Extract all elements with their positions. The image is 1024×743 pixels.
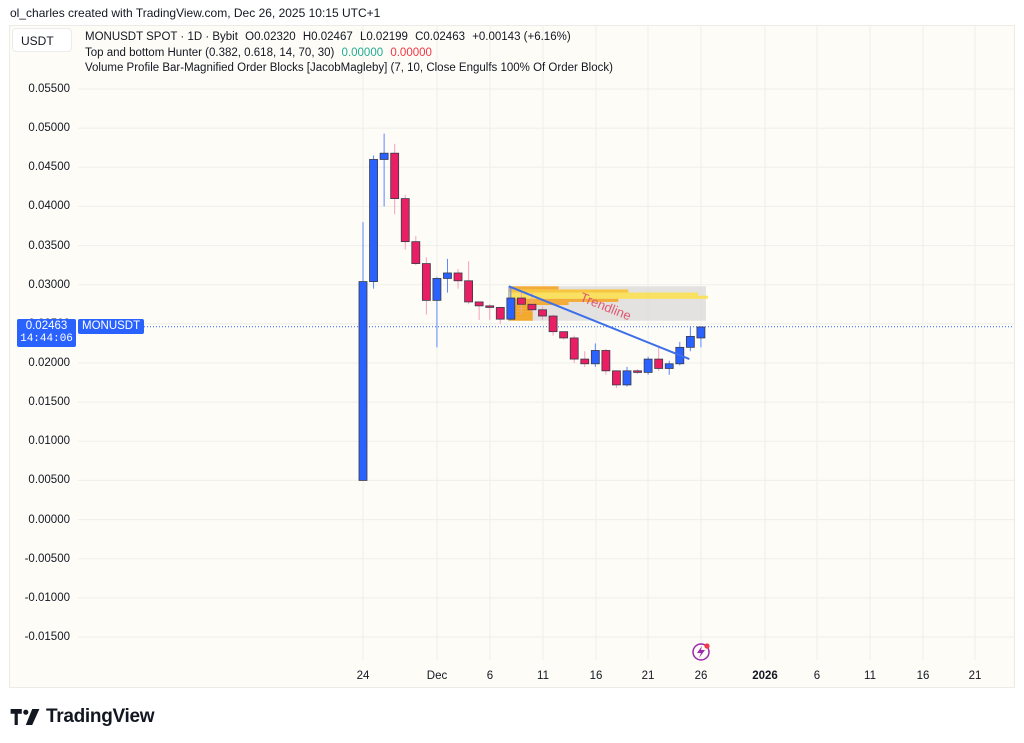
candle: [580, 358, 590, 365]
candle: [538, 309, 547, 317]
last-price-tag: 0.02463 14:44:06: [17, 319, 76, 347]
candle: [390, 152, 400, 200]
price-tick-label: 0.00000: [28, 513, 70, 526]
order-block[interactable]: [508, 286, 708, 321]
price-tick-label: 0.05500: [28, 83, 70, 95]
price-tick-label: 0.03500: [28, 239, 70, 252]
time-tick-label: 2026: [752, 670, 778, 682]
currency-pill[interactable]: USDT: [12, 28, 72, 52]
price-tick-label: 0.04000: [28, 200, 70, 213]
price-tick-label: -0.01500: [24, 631, 70, 643]
symbol-tag: MONUSDT: [78, 319, 145, 334]
time-tick-label: 6: [486, 670, 494, 682]
time-tick-label: 6: [813, 670, 821, 682]
candle: [685, 335, 695, 348]
time-tick-label: 21: [968, 670, 982, 682]
price-tick-label: 0.05000: [28, 122, 70, 135]
ohlc-low: L0.02199: [359, 31, 408, 43]
indicator-value-1: 0.00000: [341, 46, 384, 59]
candle: [559, 331, 569, 339]
candle: [421, 263, 431, 301]
candle: [601, 350, 611, 372]
price-tick-label: 0.04500: [28, 161, 70, 174]
candle: [590, 350, 600, 365]
candle: [400, 198, 410, 243]
candle: [569, 337, 579, 360]
candle: [453, 272, 463, 282]
time-tick-label: 16: [916, 670, 930, 682]
ohlc-high: H0.02467: [302, 31, 353, 43]
time-tick-label: 26: [694, 670, 708, 682]
candle: [432, 278, 442, 301]
candle: [474, 301, 484, 307]
ohlc-open: O0.02320: [245, 31, 296, 43]
indicator-name: Volume Profile Bar-Magnified Order Block…: [85, 62, 613, 74]
price-tick-label: 0.02000: [28, 357, 70, 369]
candle: [696, 326, 706, 339]
candles: [358, 133, 706, 481]
candle: [379, 152, 389, 160]
time-tick-label: 11: [864, 670, 876, 682]
candle: [612, 370, 621, 386]
indicator-name: Top and bottom Hunter (0.382, 0.618, 14,…: [85, 46, 335, 59]
symbol-info: MONUSDT SPOT · 1D · Bybit: [85, 31, 238, 43]
candle: [443, 272, 452, 279]
candle: [633, 370, 642, 373]
candle: [369, 159, 378, 282]
chart-pane[interactable]: [9, 25, 1015, 688]
candle: [506, 297, 516, 320]
ohlc-close: C0.02463: [415, 31, 465, 43]
price-tick-label: 0.03000: [28, 278, 70, 291]
time-tick-label: Dec: [426, 670, 448, 682]
time-tick-label: 16: [589, 670, 603, 682]
time-tick-label: 21: [641, 670, 655, 682]
candle: [485, 305, 495, 308]
chart-credit: ol_charles created with TradingView.com,…: [10, 6, 381, 20]
grid: [78, 26, 1014, 660]
candle: [464, 280, 474, 303]
candle: [495, 307, 505, 320]
ohlc-change: +0.00143 (+6.16%): [472, 31, 571, 43]
indicator-legend-row-1[interactable]: Top and bottom Hunter (0.382, 0.618, 14,…: [85, 46, 613, 62]
indicator-value-2: 0.00000: [390, 46, 432, 59]
chart-legend: MONUSDT SPOT · 1D · Bybit O0.02320 H0.02…: [85, 30, 613, 77]
price-tick-label: 0.01000: [28, 435, 70, 448]
indicator-legend-row-2[interactable]: Volume Profile Bar-Magnified Order Block…: [85, 61, 613, 77]
time-tick-label: 24: [356, 670, 370, 682]
candle: [527, 303, 537, 311]
candle: [654, 358, 664, 369]
news-flash-icon[interactable]: [692, 643, 710, 661]
last-price-value: 0.02463: [25, 320, 68, 332]
price-tick-label: 0.01500: [28, 396, 70, 409]
price-tick-label: 0.00500: [28, 474, 70, 487]
candle: [517, 297, 526, 305]
tradingview-logo[interactable]: TradingView: [10, 706, 155, 728]
candle: [664, 363, 674, 369]
price-tick-label: -0.00500: [24, 552, 70, 565]
symbol-legend-row[interactable]: MONUSDT SPOT · 1D · Bybit O0.02320 H0.02…: [85, 30, 613, 46]
candle: [411, 241, 421, 264]
price-tick-label: -0.01000: [24, 591, 70, 604]
candle: [622, 370, 632, 386]
time-tick-label: 11: [537, 670, 549, 682]
tradingview-logo-icon: [10, 709, 40, 725]
candle: [358, 281, 368, 481]
trendline[interactable]: [508, 285, 690, 361]
candle: [548, 315, 558, 333]
candle: [643, 358, 653, 373]
bar-countdown: 14:44:06: [20, 333, 73, 345]
brand-name: TradingView: [46, 706, 155, 727]
